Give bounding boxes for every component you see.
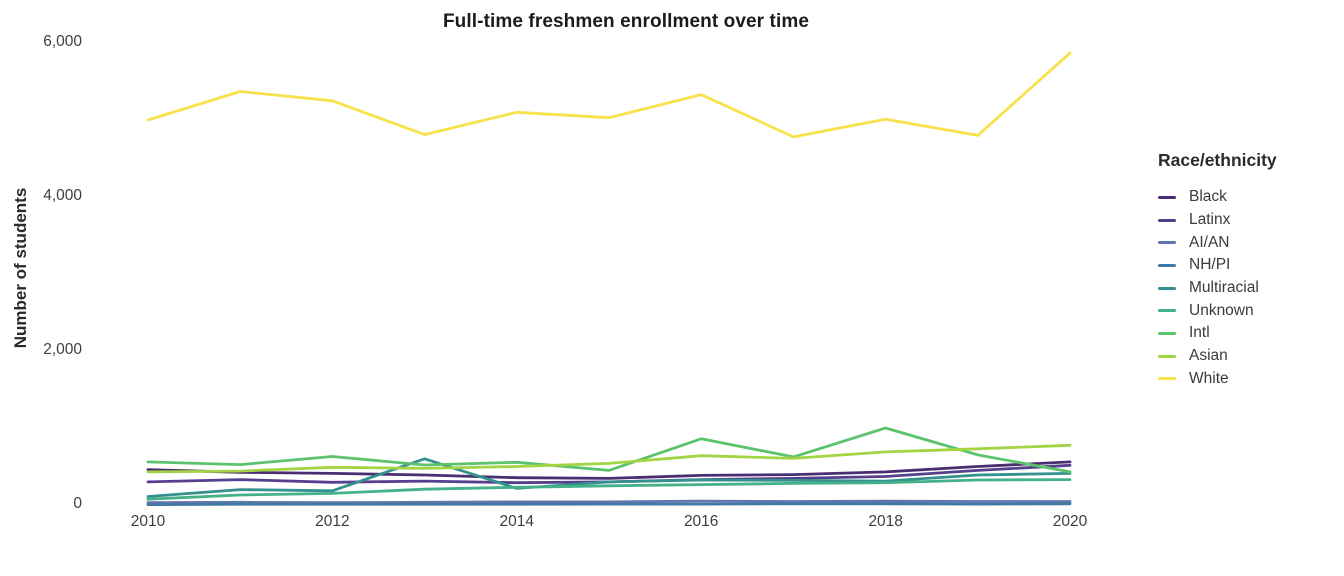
- legend-item-unknown: Unknown: [1158, 299, 1277, 322]
- legend-swatch-icon: [1158, 354, 1176, 358]
- legend-swatch-icon: [1158, 195, 1176, 199]
- legend-item-label: Asian: [1189, 347, 1228, 365]
- x-tick-label: 2020: [1052, 513, 1088, 530]
- series-line-asian: [146, 443, 1072, 474]
- legend-item-label: NH/PI: [1189, 256, 1231, 274]
- legend-swatch-icon: [1158, 331, 1176, 335]
- x-tick-label: 2014: [499, 513, 535, 530]
- legend-item-latinx: Latinx: [1158, 209, 1277, 232]
- legend-swatch-icon: [1158, 286, 1176, 290]
- legend-item-label: Latinx: [1189, 211, 1231, 229]
- y-axis-label: Number of students: [11, 187, 30, 349]
- series-line-nh-pi: [146, 502, 1072, 507]
- legend-item-label: Black: [1189, 188, 1227, 206]
- legend: Race/ethnicity Black Latinx AI/AN NH/PI Mult…: [1158, 150, 1277, 390]
- legend-swatch-icon: [1158, 377, 1176, 381]
- legend-item-label: AI/AN: [1189, 233, 1230, 251]
- series-line-intl: [146, 426, 1072, 474]
- legend-item-white: White: [1158, 368, 1277, 391]
- legend-item-asian: Asian: [1158, 345, 1277, 368]
- legend-item-label: Unknown: [1189, 301, 1254, 319]
- x-tick-label: 2016: [683, 513, 719, 530]
- series-line-unknown: [146, 478, 1072, 501]
- x-tick-label: 2018: [868, 513, 903, 530]
- legend-item-multiracial: Multiracial: [1158, 277, 1277, 300]
- legend-item-nh-pi: NH/PI: [1158, 254, 1277, 277]
- legend-item-label: Intl: [1189, 324, 1210, 342]
- x-tick-label: 2012: [315, 513, 350, 530]
- legend-swatch-icon: [1158, 218, 1176, 222]
- legend-swatch-icon: [1158, 263, 1176, 267]
- series-line-black: [146, 460, 1072, 480]
- series-line-ai-an: [146, 499, 1072, 505]
- legend-item-intl: Intl: [1158, 322, 1277, 345]
- legend-title: Race/ethnicity: [1158, 150, 1277, 170]
- legend-swatch-icon: [1158, 309, 1176, 313]
- x-tick-label: 2010: [130, 513, 166, 530]
- legend-item-label: Multiracial: [1189, 279, 1259, 297]
- legend-swatch-icon: [1158, 241, 1176, 245]
- chart-title: Full-time freshmen enrollment over time: [442, 11, 810, 32]
- series-line-multiracial: [146, 457, 1072, 498]
- legend-items: Black Latinx AI/AN NH/PI Multiracial Unknown I…: [1158, 186, 1277, 390]
- y-tick-label: 6,000: [43, 33, 82, 50]
- legend-item-ai-an: AI/AN: [1158, 231, 1277, 254]
- series-line-white: [146, 51, 1072, 139]
- y-tick-label: 2,000: [43, 341, 82, 358]
- legend-item-label: White: [1189, 369, 1229, 387]
- legend-item-black: Black: [1158, 186, 1277, 209]
- y-tick-label: 0: [73, 495, 82, 512]
- y-tick-label: 4,000: [43, 187, 82, 204]
